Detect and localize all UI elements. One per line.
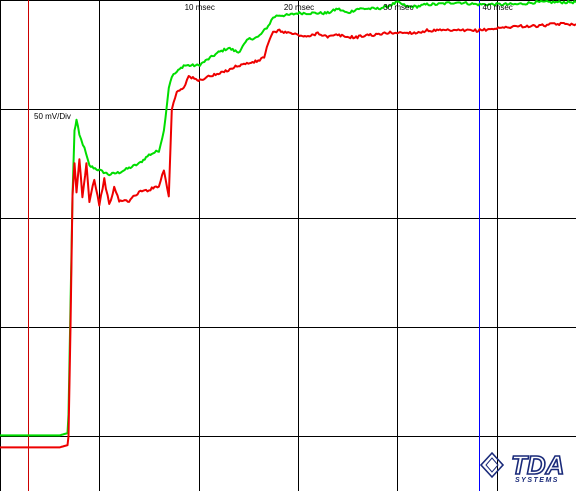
tda-systems-logo: TDA SYSTEMS bbox=[479, 449, 565, 484]
x-tick-labels: 10 msec 20 msec 30 msec 40 msec bbox=[185, 3, 513, 12]
logo-diamond-icon bbox=[479, 451, 505, 479]
logo-main-text: TDA bbox=[511, 450, 564, 480]
x-tick-label: 30 msec bbox=[383, 3, 413, 12]
cursor-lines bbox=[28, 0, 480, 491]
traces bbox=[0, 0, 576, 449]
x-tick-label: 40 msec bbox=[483, 3, 513, 12]
logo-diamond-inner-icon bbox=[485, 457, 499, 473]
scale-label: 50 mV/Div bbox=[34, 112, 71, 121]
logo-sub-text: SYSTEMS bbox=[515, 477, 559, 484]
x-tick-label: 10 msec bbox=[185, 3, 215, 12]
x-tick-label: 20 msec bbox=[284, 3, 314, 12]
trace-red bbox=[0, 21, 576, 449]
trace-green bbox=[0, 0, 576, 437]
